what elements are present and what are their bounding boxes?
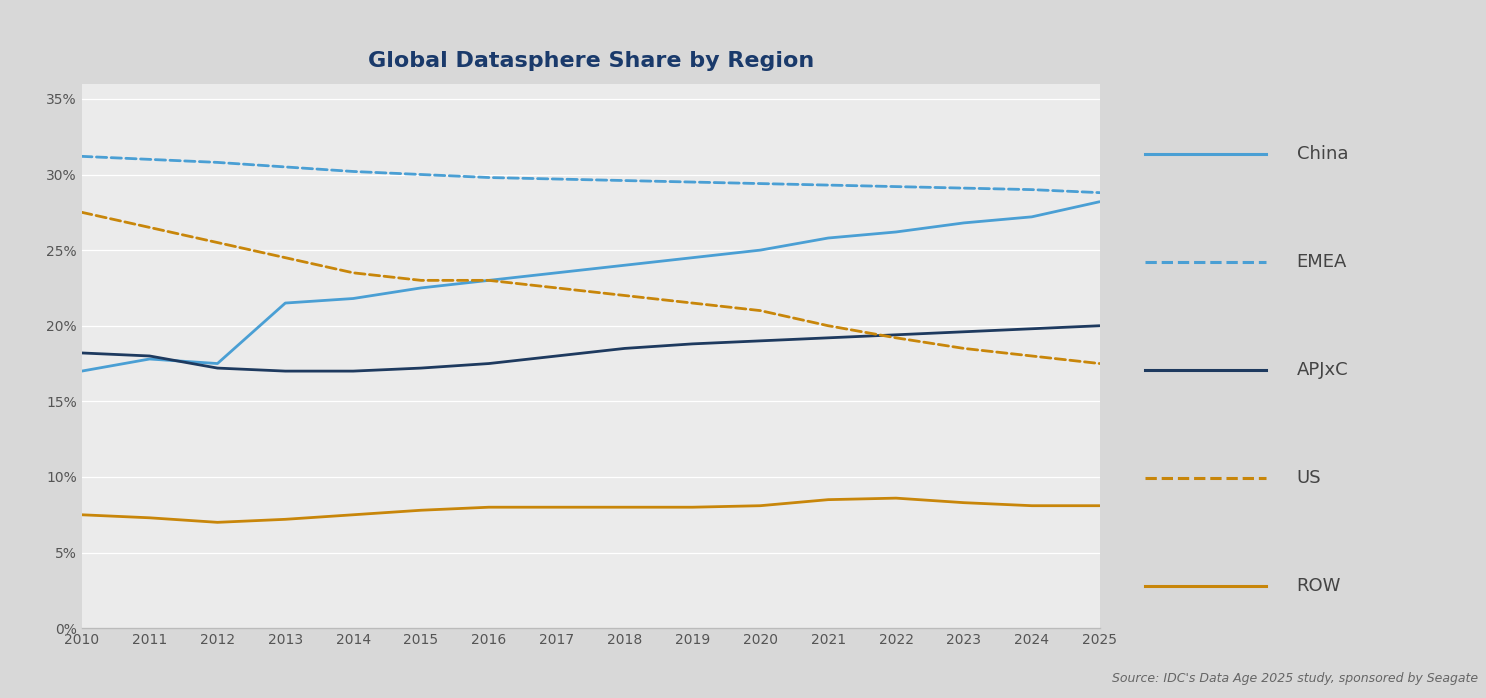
- Text: APJxC: APJxC: [1296, 361, 1348, 379]
- Text: EMEA: EMEA: [1296, 253, 1346, 271]
- Text: ROW: ROW: [1296, 577, 1340, 595]
- Text: US: US: [1296, 469, 1321, 487]
- Title: Global Datasphere Share by Region: Global Datasphere Share by Region: [367, 51, 814, 71]
- Text: Source: IDC's Data Age 2025 study, sponsored by Seagate: Source: IDC's Data Age 2025 study, spons…: [1113, 672, 1479, 685]
- Text: China: China: [1296, 144, 1348, 163]
